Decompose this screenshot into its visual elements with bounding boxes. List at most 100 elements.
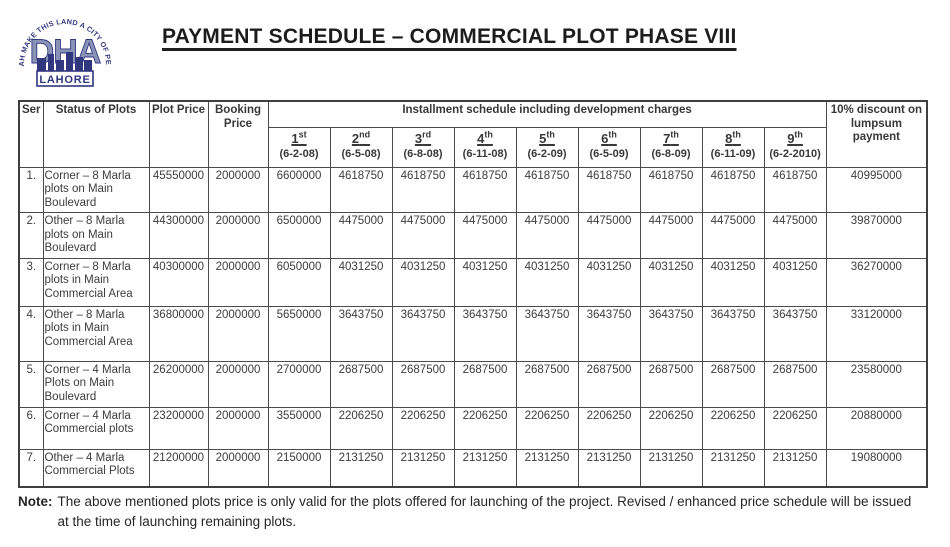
cell-installment-6: 2206250 [577, 406, 641, 450]
cell-installment-1: 5650000 [267, 305, 331, 362]
cell-installment-6: 3643750 [577, 305, 641, 362]
ordinal-suffix: th [546, 129, 555, 140]
cell-installment-8: 2131250 [701, 448, 765, 488]
cell-installment-2: 4618750 [329, 166, 393, 214]
cell-plot-price: 26200000 [148, 360, 209, 408]
header-installment-8: 8th (6-11-09) [701, 126, 765, 168]
cell-installment-3: 2206250 [391, 406, 455, 450]
cell-installment-7: 4031250 [639, 257, 703, 307]
cell-installment-1: 2700000 [267, 360, 331, 408]
cell-ser: 2. [18, 212, 44, 259]
header-installment-7: 7th (6-8-09) [639, 126, 703, 168]
cell-booking-price: 2000000 [207, 212, 269, 259]
ordinal: 2 [351, 130, 360, 146]
cell-status: Other – 8 Marla plots on Main Boulevard [42, 212, 150, 259]
table-row: 5. Corner – 4 Marla Plots on Main Boulev… [18, 360, 928, 408]
header-row-groups: Ser Status of Plots Plot Price Booking P… [18, 100, 928, 168]
cell-installment-2: 2206250 [329, 406, 393, 450]
dha-lahore-logo: " ALLAH MAKE THIS LAND A CITY OF PEACE "… [9, 0, 118, 92]
cell-installment-5: 2206250 [515, 406, 579, 450]
installment-date: (6-5-09) [589, 148, 629, 161]
cell-ser: 4. [18, 305, 44, 362]
cell-ser: 6. [18, 406, 44, 450]
cell-discount: 19080000 [825, 448, 928, 488]
ordinal-suffix: nd [359, 129, 371, 140]
cell-status: Corner – 4 Marla Commercial plots [42, 406, 150, 450]
header-row-installments: 1st (6-2-08) 2nd (6-5-08) 3rd (6-8-08) 4th(… [19, 126, 927, 168]
cell-discount: 39870000 [825, 212, 928, 259]
note-text: The above mentioned plots price is only … [57, 494, 912, 529]
header-discount: 10% discount on lumpsum payment [825, 100, 928, 168]
cell-installment-3: 4475000 [391, 212, 455, 259]
ordinal: 6 [601, 130, 609, 146]
cell-installment-2: 2131250 [329, 448, 393, 488]
cell-installment-5: 4031250 [515, 257, 579, 307]
ordinal-suffix: th [484, 129, 493, 140]
logo-city-box [36, 70, 94, 87]
cell-installment-9: 4618750 [763, 166, 827, 214]
header-installment-1: 1st (6-2-08) [267, 126, 331, 168]
ordinal-suffix: st [298, 129, 307, 140]
header-ser: Ser [18, 100, 44, 168]
cell-booking-price: 2000000 [207, 360, 269, 408]
cell-installment-8: 4618750 [701, 166, 765, 214]
cell-installment-4: 4031250 [453, 257, 517, 307]
ordinal: 5 [539, 130, 547, 146]
installment-date: (6-8-09) [651, 148, 691, 161]
cell-installment-6: 4031250 [577, 257, 641, 307]
cell-installment-9: 2687500 [763, 360, 827, 408]
cell-installment-2: 2687500 [329, 360, 393, 408]
ordinal-suffix: th [732, 129, 741, 140]
cell-status: Corner – 4 Marla Plots on Main Boulevard [42, 360, 150, 408]
cell-ser: 3. [18, 257, 44, 307]
cell-installment-9: 4475000 [763, 212, 827, 259]
cell-installment-1: 6050000 [267, 257, 331, 307]
cell-installment-4: 3643750 [453, 305, 517, 362]
cell-installment-8: 2206250 [701, 406, 765, 450]
logo-skyline [37, 52, 92, 72]
cell-installment-1: 2150000 [267, 448, 331, 488]
cell-plot-price: 45550000 [148, 166, 209, 214]
cell-installment-2: 4031250 [329, 257, 393, 307]
installment-date: (6-5-08) [341, 148, 381, 161]
table-row: 6. Corner – 4 Marla Commercial plots 232… [18, 406, 928, 450]
cell-installment-4: 4475000 [453, 212, 517, 259]
cell-installment-6: 2131250 [577, 448, 641, 488]
table-row: 7. Other – 4 Marla Commercial Plots 2120… [18, 448, 928, 488]
dha-logo-graphic: " ALLAH MAKE THIS LAND A CITY OF PEACE "… [9, 0, 113, 87]
cell-installment-1: 6600000 [267, 166, 331, 214]
ordinal: 7 [663, 130, 671, 146]
cell-installment-9: 2206250 [763, 406, 827, 450]
cell-installment-2: 4475000 [329, 212, 393, 259]
table-row: 3. Corner – 8 Marla plots in Main Commer… [18, 257, 928, 307]
logo-city: LAHORE [39, 74, 90, 86]
ordinal: 3 [414, 130, 423, 146]
table-row: 1. Corner – 8 Marla plots on Main Boulev… [18, 166, 928, 214]
cell-booking-price: 2000000 [207, 448, 269, 488]
header-installment-3: 3rd (6-8-08) [391, 126, 455, 168]
cell-installment-9: 3643750 [763, 305, 827, 362]
cell-installment-5: 2687500 [515, 360, 579, 408]
cell-installment-1: 3550000 [267, 406, 331, 450]
ordinal: 9 [787, 130, 795, 146]
ordinal-suffix: th [670, 129, 679, 140]
installment-date: (6-8-08) [403, 148, 443, 161]
cell-plot-price: 44300000 [148, 212, 209, 259]
ordinal-suffix: rd [422, 129, 432, 140]
cell-installment-8: 2687500 [701, 360, 765, 408]
cell-plot-price: 40300000 [148, 257, 209, 307]
cell-booking-price: 2000000 [207, 406, 269, 450]
header-installment-2: 2nd (6-5-08) [329, 126, 393, 168]
cell-status: Corner – 8 Marla plots on Main Boulevard [42, 166, 150, 214]
table-row: 2. Other – 8 Marla plots on Main Bouleva… [18, 212, 928, 259]
cell-discount: 23580000 [825, 360, 928, 408]
cell-installment-3: 4031250 [391, 257, 455, 307]
payment-schedule-table: Ser Status of Plots Plot Price Booking P… [18, 100, 929, 489]
cell-discount: 36270000 [825, 257, 928, 307]
cell-installment-6: 4475000 [577, 212, 641, 259]
cell-installment-6: 2687500 [577, 360, 641, 408]
ordinal-suffix: th [608, 129, 617, 140]
cell-discount: 20880000 [825, 406, 928, 450]
installment-date: (6-2-08) [279, 148, 319, 161]
